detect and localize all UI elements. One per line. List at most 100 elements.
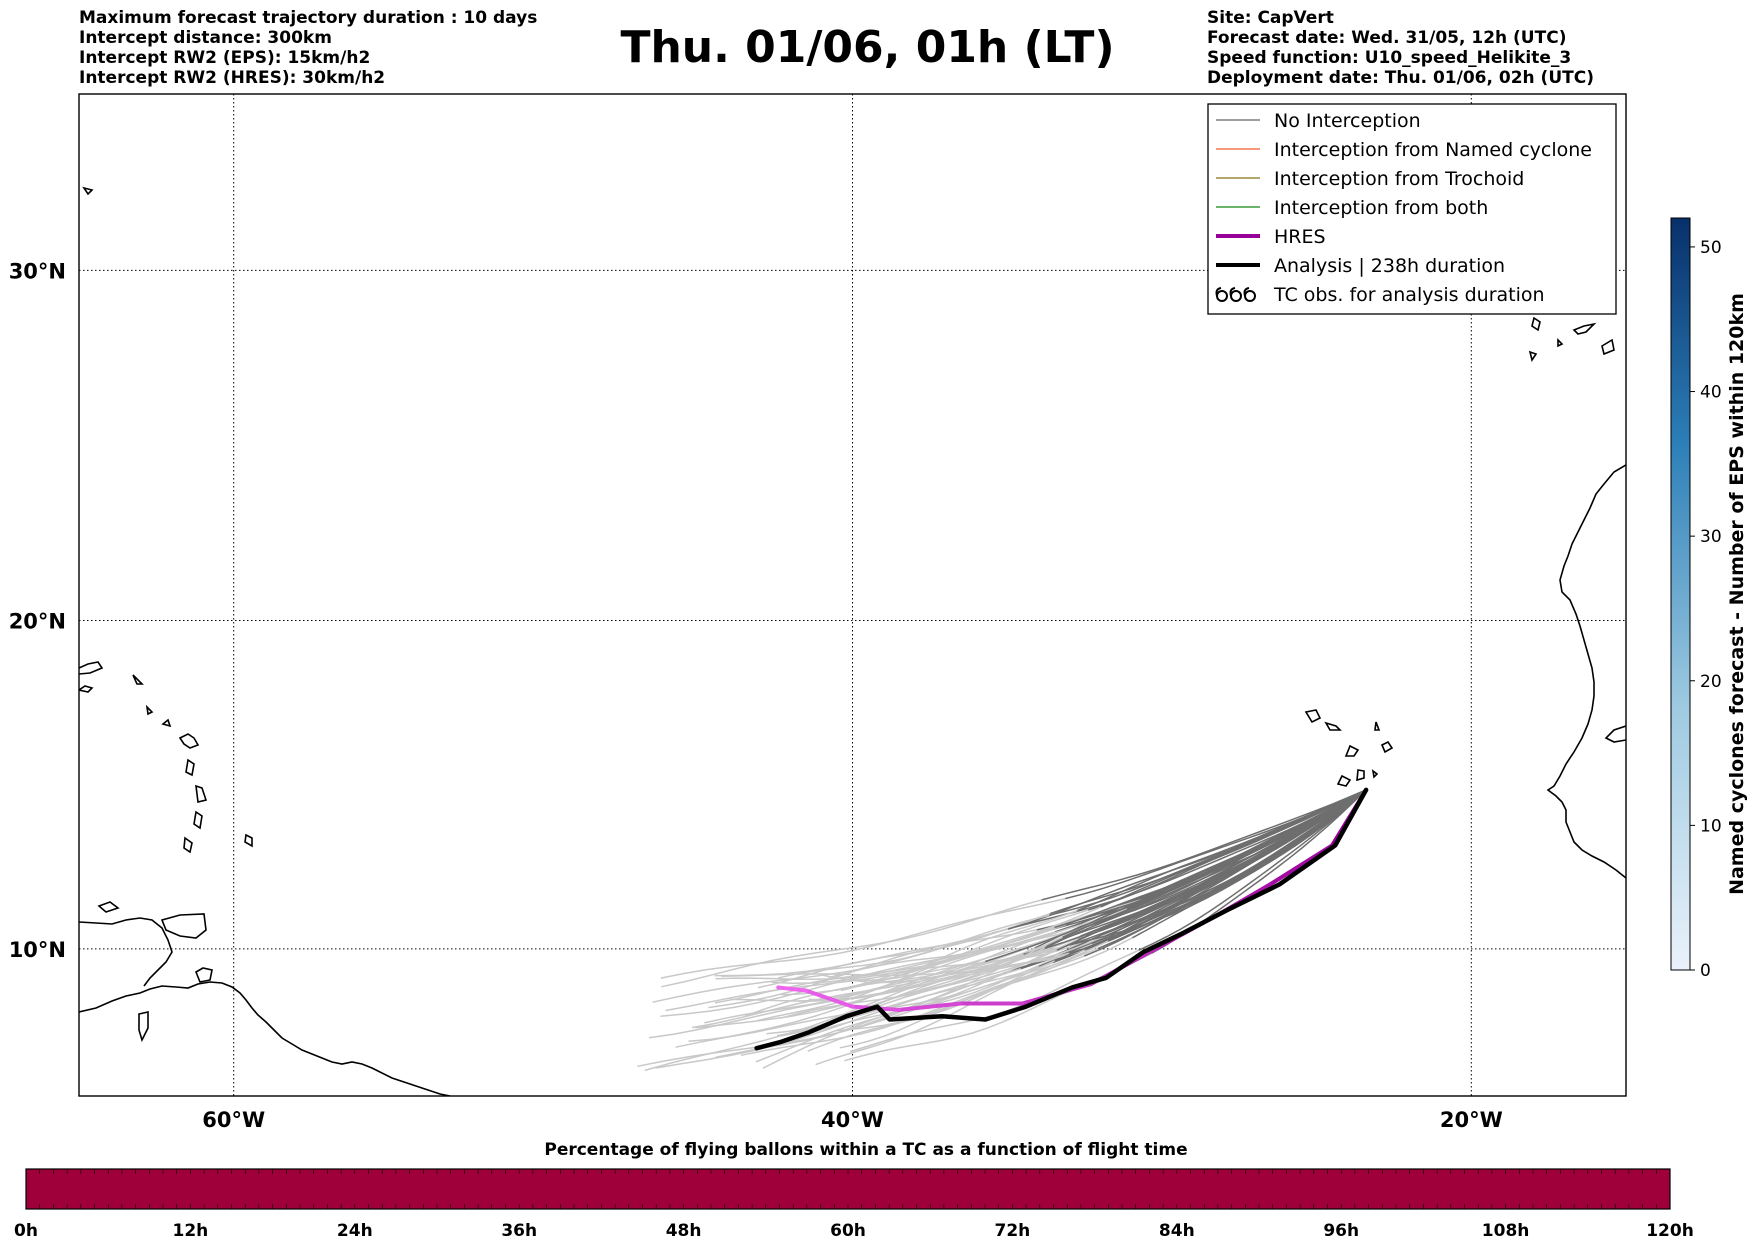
colorbar-bottom-tick-label: 60h: [830, 1221, 866, 1241]
colorbar-bottom-frame: [25, 1168, 1671, 1210]
tc-symbol-icon: [1215, 287, 1222, 297]
legend-label: Interception from both: [1274, 197, 1488, 219]
legend: No Interception Interception from Named c…: [1207, 103, 1617, 315]
ensemble-member-tail: [660, 897, 1066, 979]
ensemble-member-tail: [721, 944, 1070, 978]
legend-label: Analysis | 238h duration: [1274, 255, 1505, 277]
ensemble-member-tail: [762, 936, 1063, 1069]
ensemble-member-tail: [655, 972, 1005, 1069]
colorbar-tick-label: 10: [1700, 816, 1722, 836]
ensemble-member-tail: [807, 960, 1056, 1052]
coastline-hispaniola-edge: [79, 661, 104, 675]
coastline-west-africa: [1546, 464, 1626, 879]
colorbar-bottom-title: Percentage of flying ballons within a TC…: [544, 1140, 1187, 1160]
ensemble-member-tail: [808, 935, 1106, 1001]
tc-symbol-icon: [1243, 287, 1250, 297]
coastline-trinidad: [194, 967, 213, 983]
colorbar-bottom: Percentage of flying ballons within a TC…: [14, 1140, 1694, 1241]
ensemble-trajectories: [637, 789, 1367, 1072]
colorbar-bottom-tick-label: 72h: [995, 1221, 1031, 1241]
ensemble-member-tail: [744, 909, 1089, 1017]
map-title: Thu. 01/06, 01h (LT): [620, 22, 1115, 73]
header-right-info: Site: CapVert Forecast date: Wed. 31/05,…: [1207, 8, 1594, 88]
ensemble-member-tail: [757, 906, 1102, 1022]
header-left-line: Intercept RW2 (HRES): 30km/h2: [79, 68, 386, 88]
colorbar-tick-label: 50: [1700, 238, 1722, 258]
legend-label: HRES: [1274, 226, 1326, 248]
coastline-puerto-rico: [79, 685, 94, 693]
analysis-trajectory: [754, 787, 1369, 1051]
lat-label: 10°N: [9, 938, 66, 962]
ensemble-member: [1138, 789, 1367, 951]
colorbar-right-title: Named cyclones forecast - Number of EPS …: [1726, 293, 1748, 895]
legend-label: No Interception: [1274, 110, 1421, 132]
hres-segment: [896, 1001, 963, 1012]
lon-label: 40°W: [821, 1108, 884, 1132]
hres-segment: [776, 985, 809, 993]
ensemble-member: [1044, 789, 1367, 949]
legend-item: Interception from both: [1216, 197, 1488, 219]
coastline-venezuela-north: [79, 917, 173, 987]
ensemble-member: [1048, 789, 1367, 917]
colorbar-tick-label: 0: [1700, 961, 1711, 981]
lon-label: 60°W: [202, 1108, 265, 1132]
header-right-line: Deployment date: Thu. 01/06, 02h (UTC): [1207, 68, 1594, 88]
ensemble-member: [1023, 789, 1367, 956]
colorbar-bottom-fill: [26, 1169, 1670, 1209]
colorbar-bottom-tick-label: 120h: [1646, 1221, 1694, 1241]
lat-label: 20°N: [9, 609, 66, 633]
coastline-south-america: [79, 981, 451, 1096]
hres-segment: [1268, 843, 1335, 887]
header-left-line: Maximum forecast trajectory duration : 1…: [79, 8, 538, 28]
ensemble-member: [1007, 789, 1367, 930]
ensemble-member: [1054, 789, 1367, 962]
colorbar-right-fill: [1670, 217, 1691, 971]
ensemble-member-tail: [695, 953, 1024, 1029]
header-right-line: Forecast date: Wed. 31/05, 12h (UTC): [1207, 28, 1567, 48]
ensemble-member-tail: [715, 922, 1095, 981]
ensemble-member: [1062, 789, 1367, 938]
colorbar-tick-label: 20: [1700, 672, 1722, 692]
ensemble-member-tail: [819, 949, 1085, 984]
colorbar-bottom-tick-label: 84h: [1159, 1221, 1195, 1241]
legend-label: Interception from Trochoid: [1274, 168, 1524, 190]
colorbar-bottom-tick-label: 24h: [337, 1221, 373, 1241]
legend-item: Interception from Trochoid: [1216, 168, 1524, 190]
axis-labels: 30°N 20°N 10°N 60°W 40°W 20°W: [9, 259, 1503, 1132]
coastline-cape-verde: [1304, 709, 1322, 724]
legend-label: TC obs. for analysis duration: [1273, 284, 1545, 306]
hres-segment: [804, 988, 855, 1009]
colorbar-bottom-tick-label: 36h: [501, 1221, 537, 1241]
ensemble-member: [1041, 789, 1367, 901]
colorbar-tick-label: 40: [1700, 383, 1722, 403]
lon-label: 20°W: [1440, 1108, 1503, 1132]
lat-label: 30°N: [9, 259, 66, 283]
header-left-line: Intercept distance: 300km: [79, 28, 332, 48]
legend-box: [1207, 103, 1617, 315]
header-right-line: Site: CapVert: [1207, 8, 1334, 28]
ensemble-member-tail: [661, 899, 1042, 988]
coastlines: [79, 186, 1626, 1096]
ensemble-member-tail: [714, 926, 1055, 1004]
map-frame: [78, 93, 1627, 1097]
colorbar-right: 0 10 20 30 40 50 Named cyclones forecast - Num…: [1670, 217, 1748, 981]
ensemble-member: [1056, 789, 1367, 951]
colorbar-bottom-tick-label: 48h: [666, 1221, 702, 1241]
tc-symbol-icon: [1229, 287, 1236, 297]
ensemble-member-tail: [778, 914, 1050, 979]
legend-item: Interception from Named cyclone: [1216, 139, 1592, 161]
legend-label: Interception from Named cyclone: [1274, 139, 1592, 161]
ensemble-member: [1097, 789, 1367, 950]
ensemble-member-tail: [841, 908, 1128, 992]
header-left-info: Maximum forecast trajectory duration : 1…: [79, 8, 537, 88]
colorbar-bottom-tick-label: 108h: [1482, 1221, 1530, 1241]
ensemble-member: [1105, 789, 1367, 937]
legend-item: No Interception: [1216, 110, 1421, 132]
colorbar-bottom-tick-label: 96h: [1323, 1221, 1359, 1241]
legend-item: TC obs. for analysis duration: [1215, 284, 1545, 306]
colorbar-bottom-tick-label: 0h: [14, 1221, 38, 1241]
colorbar-bottom-tick-label: 12h: [173, 1221, 209, 1241]
colorbar-tick-label: 30: [1700, 527, 1722, 547]
header-left-line: Intercept RW2 (EPS): 15km/h2: [79, 48, 371, 68]
